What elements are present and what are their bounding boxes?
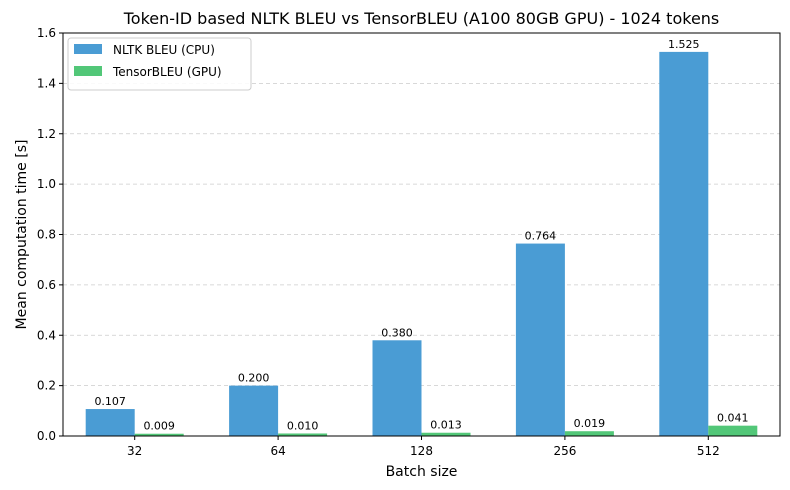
- bar-value-label: 0.009: [143, 420, 175, 433]
- bar-value-label: 0.010: [287, 419, 319, 432]
- bar-value-label: 0.107: [94, 395, 126, 408]
- x-tick-label: 64: [270, 444, 285, 458]
- bar-value-label: 0.380: [381, 326, 413, 339]
- y-tick-label: 0.0: [37, 429, 56, 443]
- legend: NLTK BLEU (CPU) TensorBLEU (GPU): [67, 37, 252, 91]
- y-axis-label: Mean computation time [s]: [14, 140, 30, 330]
- x-axis-label: Batch size: [386, 464, 458, 480]
- y-tick-label: 0.4: [37, 328, 56, 342]
- y-tick-label: 0.2: [37, 379, 56, 393]
- legend-label-tensorbleu: TensorBLEU (GPU): [112, 65, 222, 79]
- y-tick-label: 0.8: [37, 228, 56, 242]
- legend-label-nltk: NLTK BLEU (CPU): [113, 43, 215, 57]
- y-tick-label: 1.6: [37, 26, 56, 40]
- legend-swatch-tensorbleu: [74, 66, 102, 76]
- bar: [278, 433, 328, 436]
- bars: [85, 51, 758, 436]
- bar: [229, 385, 279, 436]
- bar-value-labels: 0.107 0.009 0.200 0.010 0.380 0.013 0.764 0.019…: [94, 38, 748, 433]
- y-axis: 0.0 0.2 0.4 0.6 0.8 1.0 1.2 1.4 1.6: [37, 26, 63, 443]
- legend-swatch-nltk: [74, 44, 102, 54]
- bar-value-label: 0.200: [238, 372, 270, 385]
- bar: [85, 409, 135, 436]
- legend-box: [67, 37, 252, 91]
- chart-title: Token-ID based NLTK BLEU vs TensorBLEU (…: [123, 9, 720, 28]
- y-tick-label: 1.0: [37, 177, 56, 191]
- bar: [372, 340, 422, 436]
- y-tick-label: 1.4: [37, 76, 56, 90]
- bar: [515, 243, 565, 436]
- bar: [708, 425, 758, 436]
- bar-value-label: 0.013: [430, 419, 462, 432]
- bar-value-label: 0.764: [525, 230, 557, 243]
- x-tick-label: 512: [697, 444, 720, 458]
- x-tick-label: 32: [127, 444, 142, 458]
- bar: [134, 433, 184, 436]
- bar: [659, 51, 709, 436]
- y-tick-label: 1.2: [37, 127, 56, 141]
- x-axis: 32 64 128 256 512: [127, 436, 720, 458]
- bar: [564, 431, 614, 436]
- bar: [421, 432, 471, 436]
- bar-value-label: 0.041: [717, 412, 749, 425]
- x-tick-label: 256: [553, 444, 576, 458]
- bar-value-label: 0.019: [574, 417, 606, 430]
- bar-value-label: 1.525: [668, 38, 700, 51]
- x-tick-label: 128: [410, 444, 433, 458]
- y-tick-label: 0.6: [37, 278, 56, 292]
